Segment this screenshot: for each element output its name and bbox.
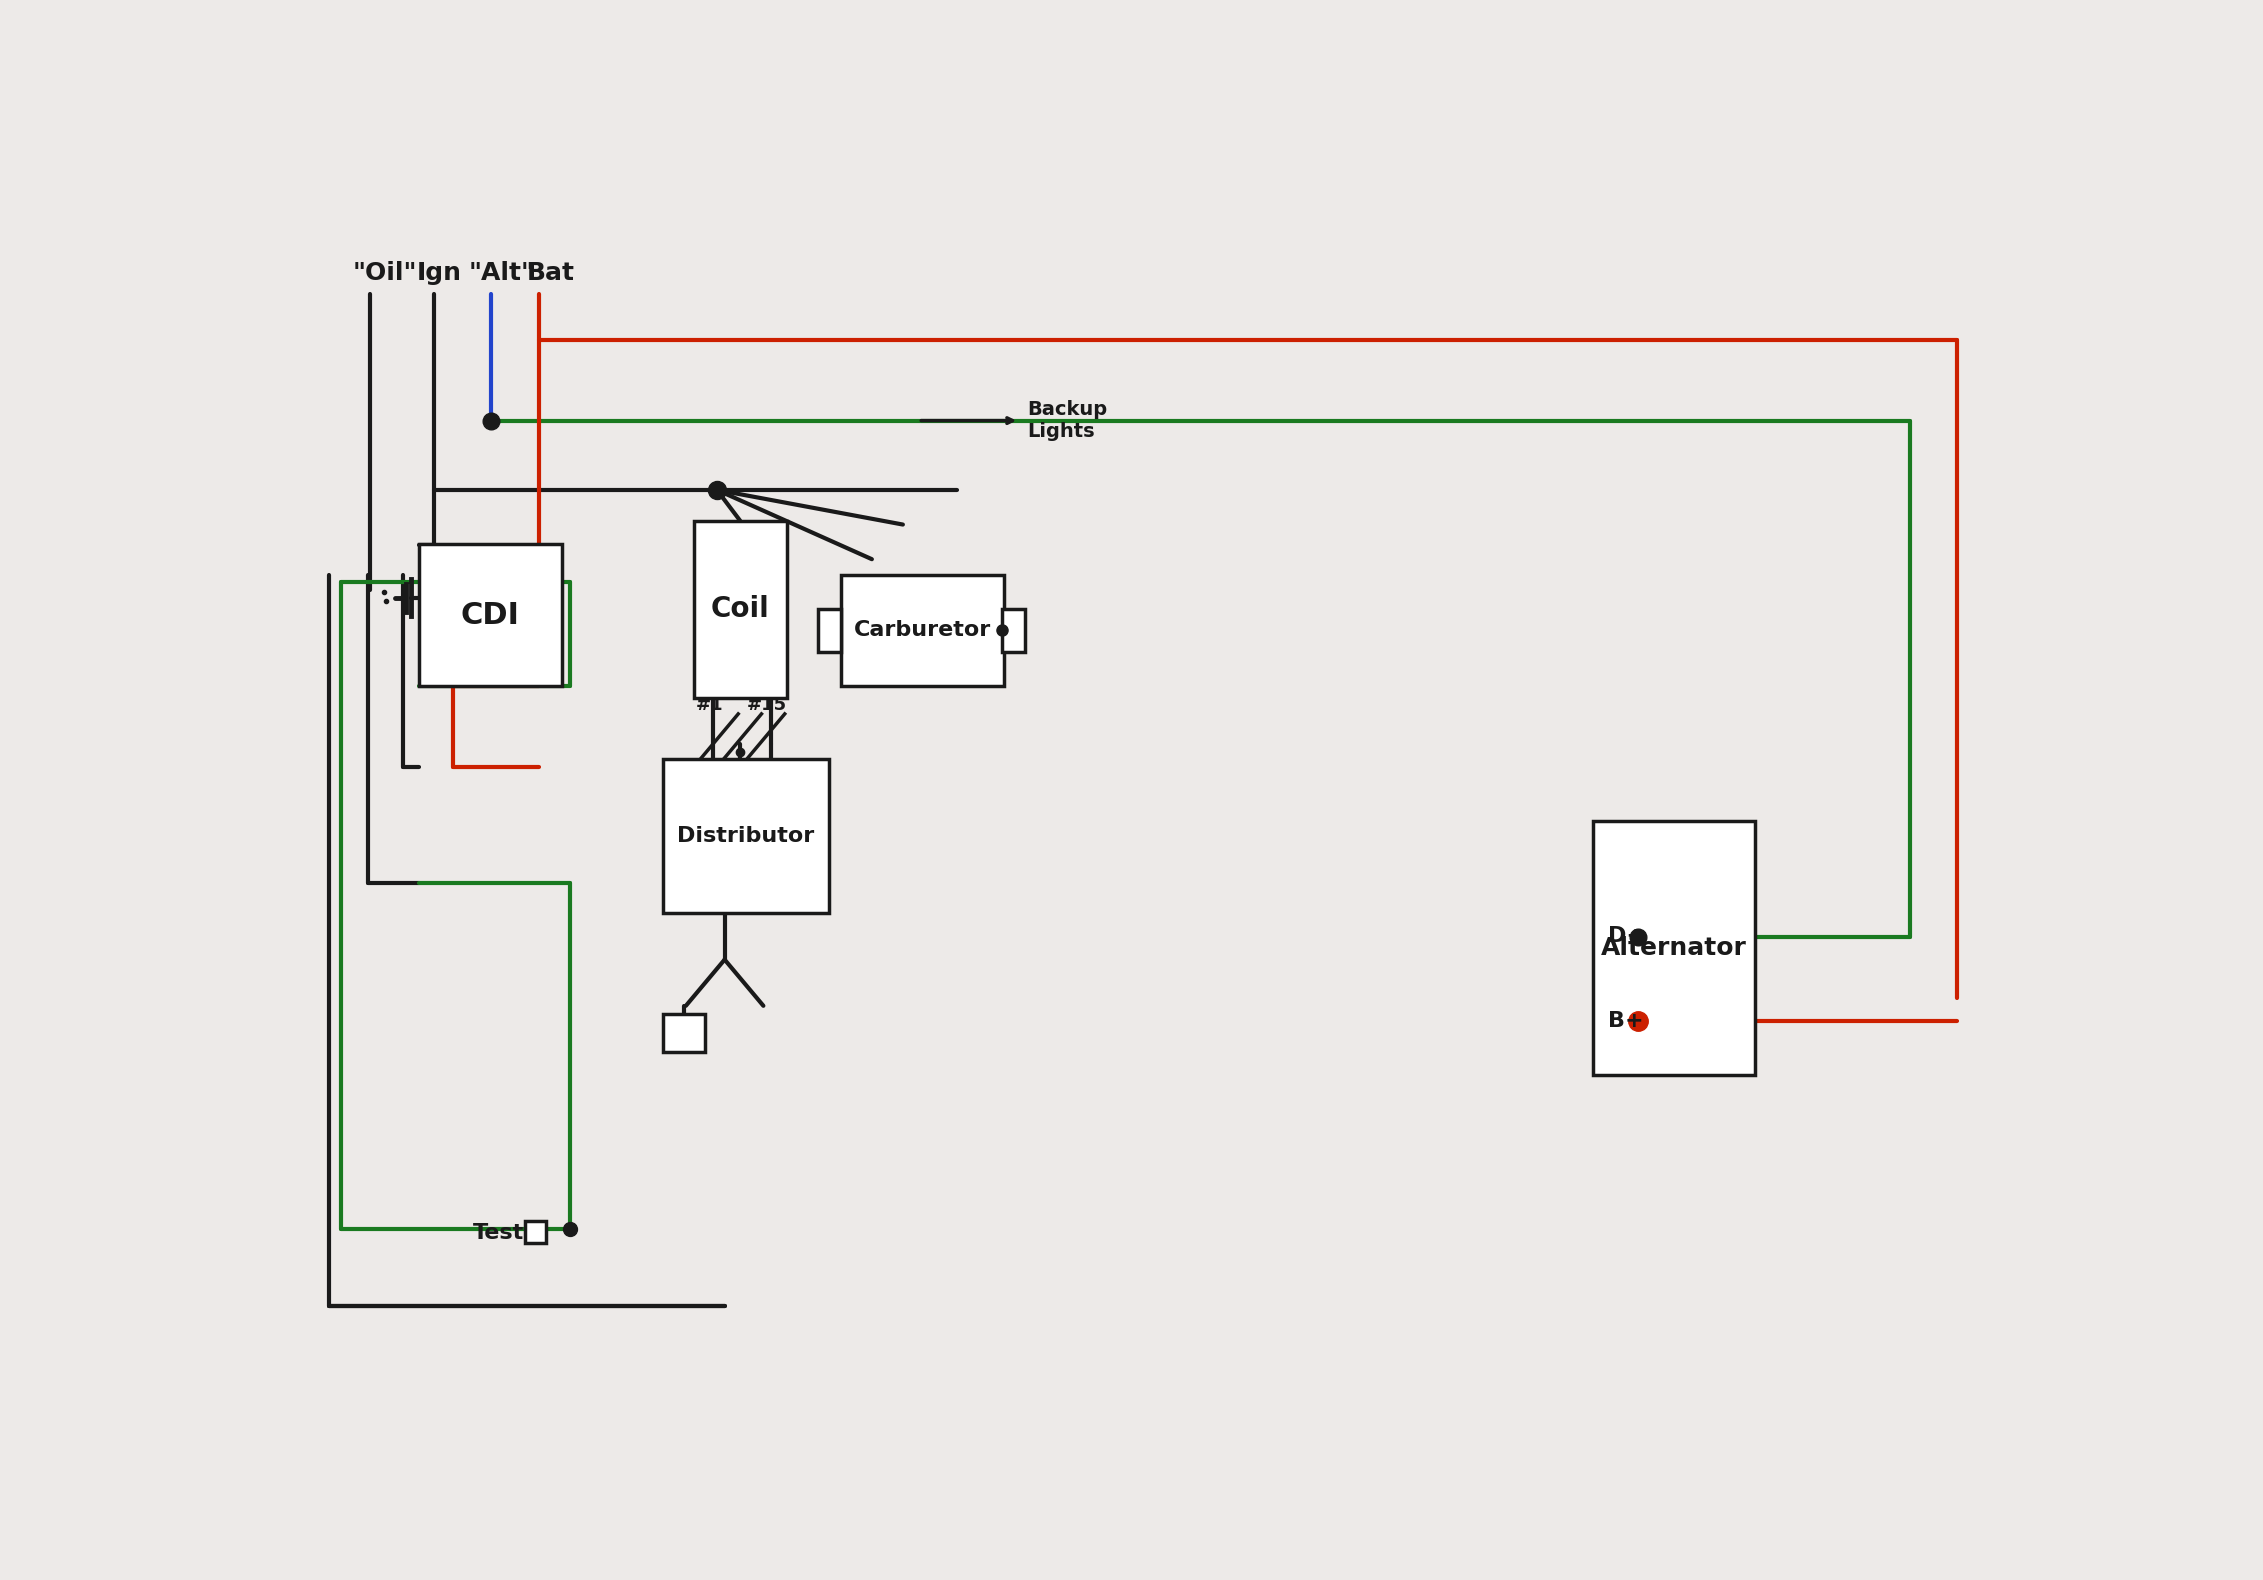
Text: Coil: Coil bbox=[711, 596, 769, 623]
Text: Ign: Ign bbox=[416, 261, 462, 284]
Text: Alternator: Alternator bbox=[1600, 935, 1747, 961]
Text: "Oil": "Oil" bbox=[353, 261, 416, 284]
Bar bbox=[817, 610, 842, 651]
Text: Test: Test bbox=[473, 1223, 525, 1243]
Text: #15: #15 bbox=[747, 697, 788, 714]
Bar bbox=[663, 760, 828, 913]
Bar bbox=[419, 544, 561, 686]
Text: "Alt": "Alt" bbox=[468, 261, 534, 284]
Text: Carburetor: Carburetor bbox=[853, 621, 991, 640]
Text: #1: #1 bbox=[697, 697, 724, 714]
Text: Bat: Bat bbox=[527, 261, 575, 284]
Text: Backup
Lights: Backup Lights bbox=[1027, 400, 1107, 441]
Text: CDI: CDI bbox=[462, 600, 520, 629]
Bar bbox=[695, 521, 788, 698]
Text: B+: B+ bbox=[1609, 1011, 1643, 1032]
Text: Distributor: Distributor bbox=[677, 826, 815, 847]
Bar bbox=[842, 575, 1003, 686]
Bar bbox=[663, 1013, 706, 1052]
Bar bbox=[1593, 822, 1756, 1074]
Text: D+: D+ bbox=[1609, 926, 1645, 946]
Bar bbox=[1003, 610, 1025, 651]
Bar bbox=[525, 1221, 545, 1243]
